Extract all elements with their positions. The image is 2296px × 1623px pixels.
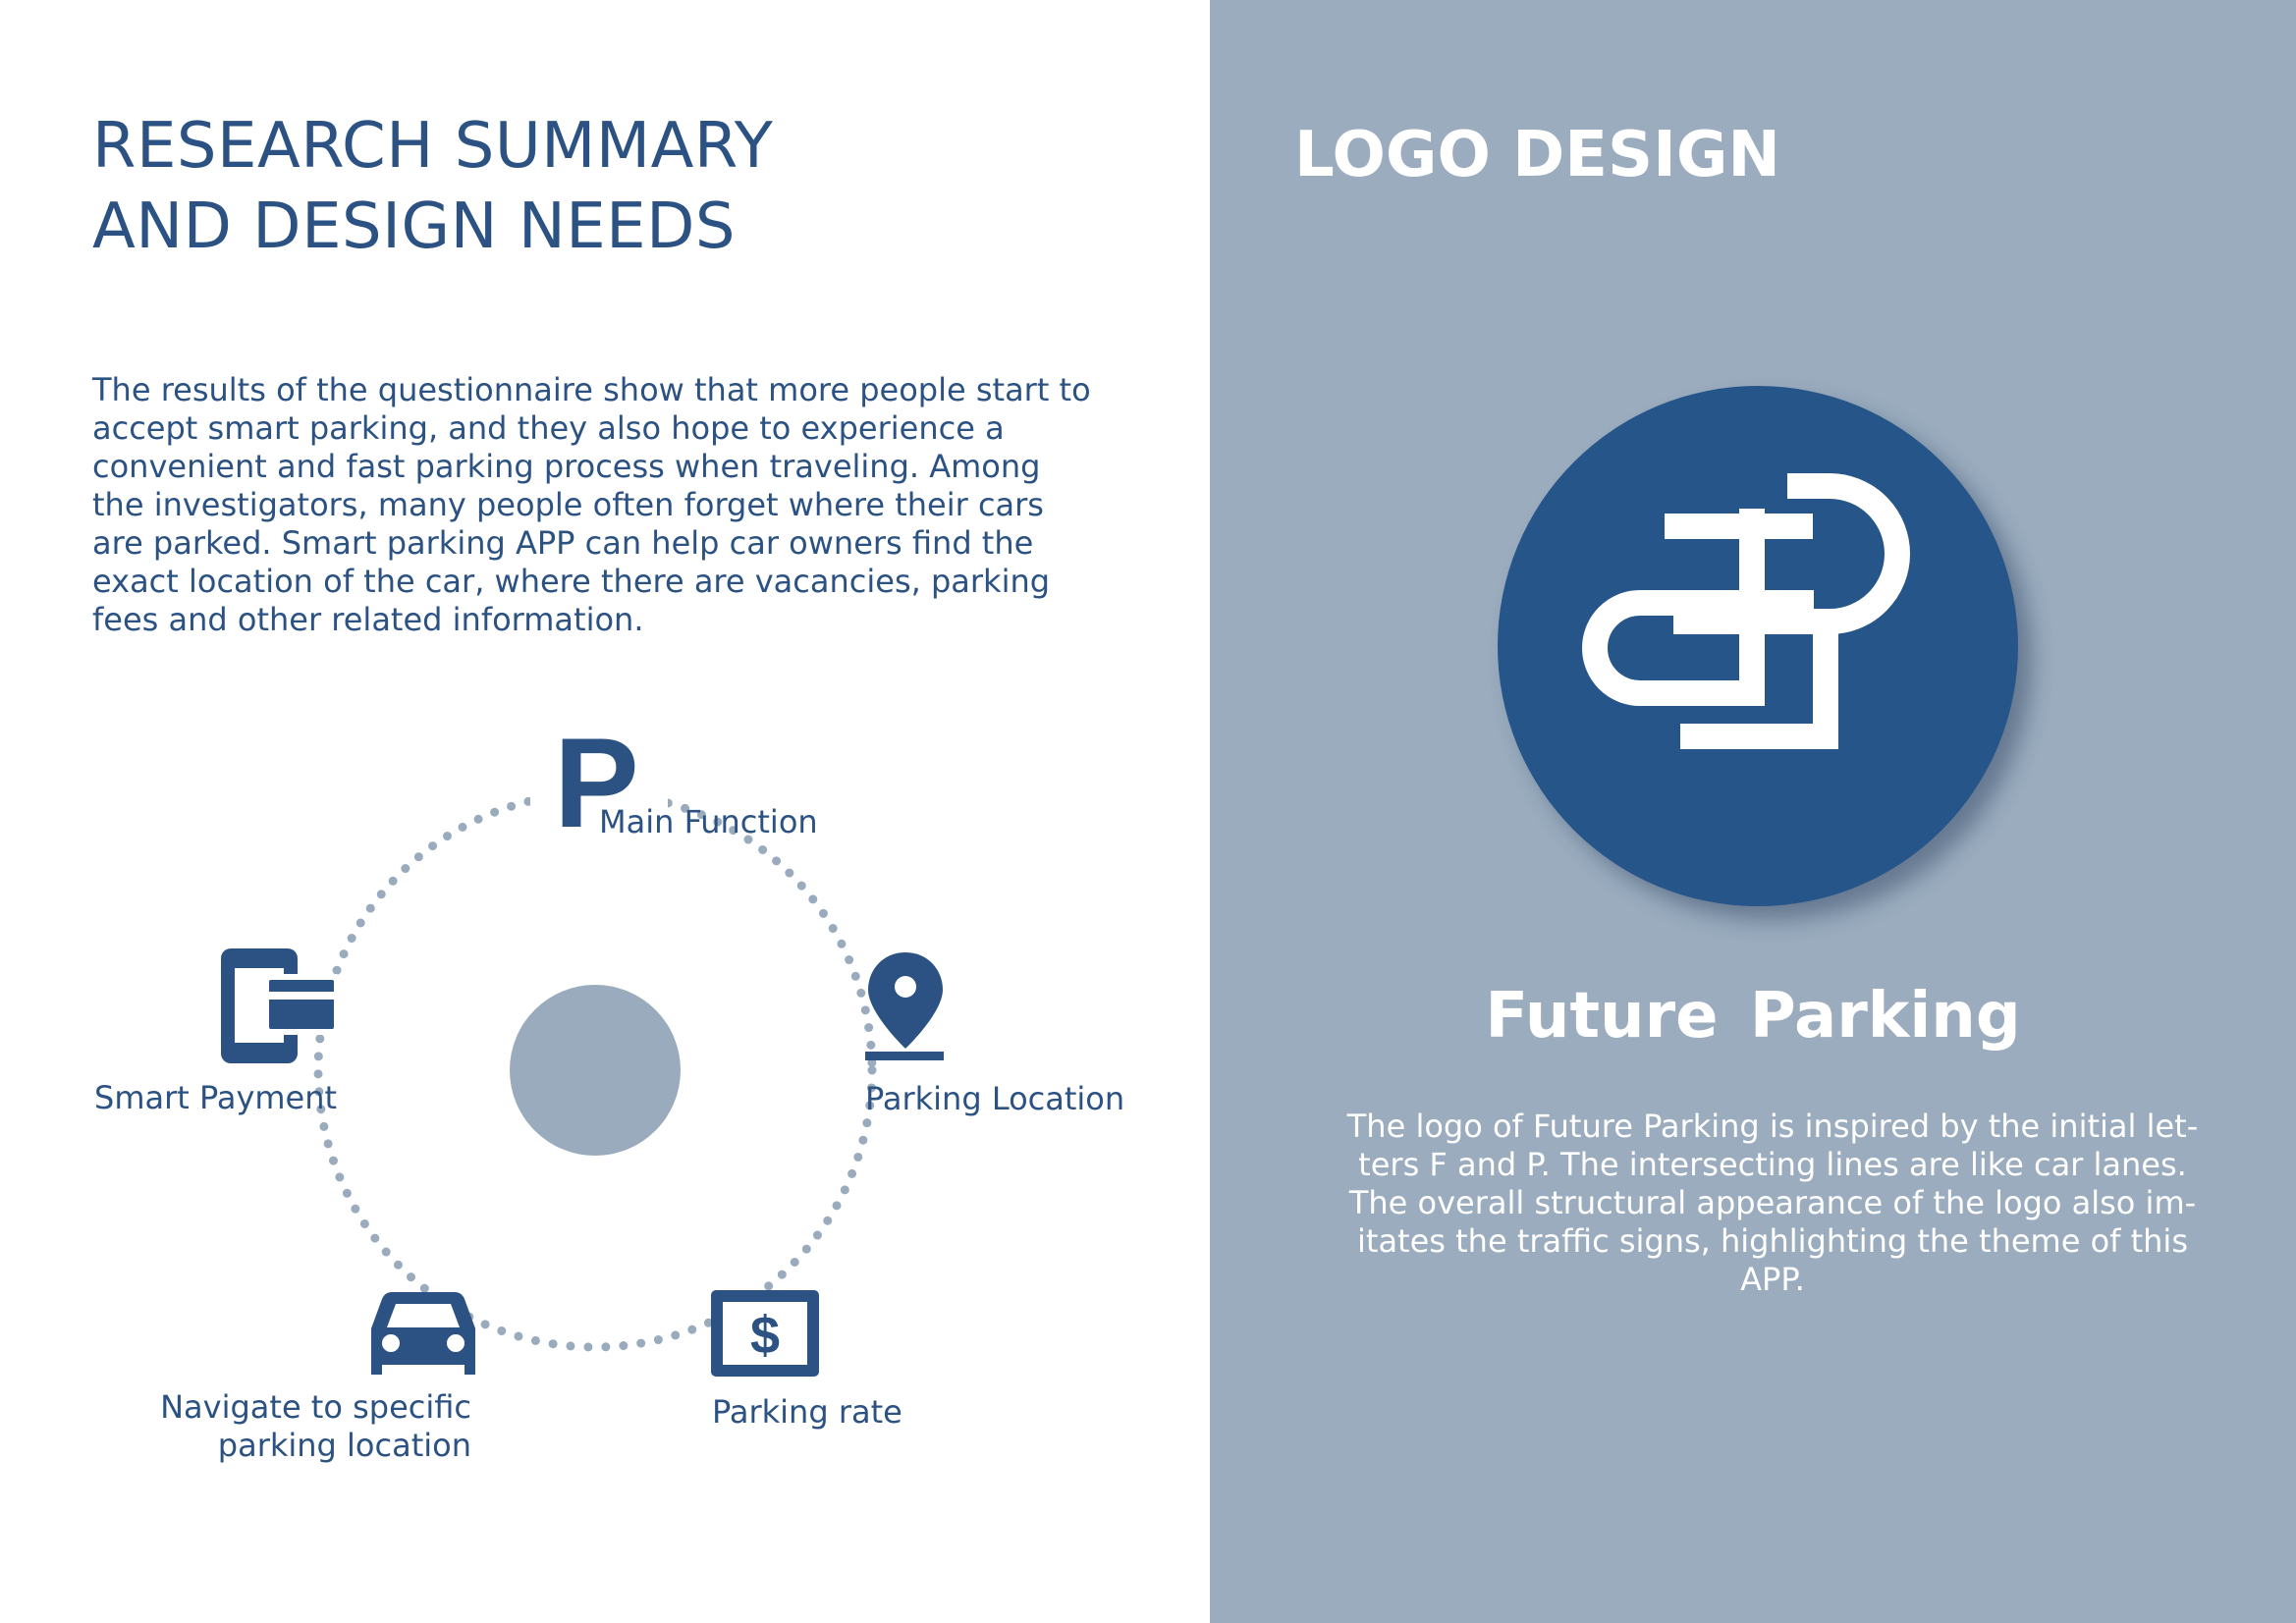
navigate-line-1: Navigate to specific bbox=[160, 1388, 471, 1426]
center-circle bbox=[510, 985, 681, 1156]
text-line: convenient and fast parking process when… bbox=[92, 448, 1041, 485]
text-line: fees and other related information. bbox=[92, 601, 644, 638]
text-line: The results of the questionnaire show th… bbox=[92, 371, 1091, 408]
desc-line: The overall structural appearance of the… bbox=[1348, 1184, 2197, 1221]
research-summary-title: RESEARCH SUMMARY AND DESIGN NEEDS bbox=[92, 106, 976, 267]
text-line: the investigators, many people often for… bbox=[92, 486, 1044, 523]
logo-design-title: LOGO DESIGN bbox=[1294, 119, 1780, 191]
text-line: are parked. Smart parking APP can help c… bbox=[92, 524, 1034, 562]
function-ring-svg: $ bbox=[221, 764, 944, 1377]
phone-card-icon bbox=[221, 948, 340, 1063]
ring-gap-top bbox=[530, 764, 668, 852]
car-icon bbox=[371, 1292, 475, 1375]
parking-location-label: Parking Location bbox=[865, 1080, 1125, 1117]
dollar-sign-icon: $ bbox=[711, 1290, 819, 1377]
desc-line: ters F and P. The intersecting lines are… bbox=[1358, 1146, 2187, 1183]
title-line-1: RESEARCH SUMMARY bbox=[92, 110, 774, 183]
smart-payment-label: Smart Payment bbox=[94, 1079, 338, 1116]
desc-line: itates the traffic signs, highlighting t… bbox=[1357, 1222, 2188, 1260]
logo-description: The logo of Future Parking is inspired b… bbox=[1316, 1108, 2229, 1299]
fp-logo-mark bbox=[1582, 473, 1910, 749]
navigate-line-2: parking location bbox=[217, 1427, 471, 1464]
main-function-diagram: $ P Main Function Parking Location Smart… bbox=[94, 711, 1125, 1465]
brand-name: Future Parking bbox=[1485, 980, 2021, 1053]
text-line: exact location of the car, where there a… bbox=[92, 563, 1051, 600]
desc-line: APP. bbox=[1740, 1261, 1805, 1298]
map-pin-icon bbox=[865, 952, 944, 1060]
main-function-label: Main Function bbox=[599, 803, 818, 840]
parking-rate-label: Parking rate bbox=[712, 1393, 902, 1431]
parking-p-letter: P bbox=[554, 711, 639, 854]
title-line-2: AND DESIGN NEEDS bbox=[92, 190, 736, 263]
svg-text:$: $ bbox=[750, 1306, 780, 1365]
navigate-label: Navigate to specific parking location bbox=[118, 1388, 471, 1465]
desc-line: The logo of Future Parking is inspired b… bbox=[1346, 1108, 2199, 1145]
research-summary-text: The results of the questionnaire show th… bbox=[92, 371, 1094, 639]
text-line: accept smart parking, and they also hope… bbox=[92, 409, 1005, 447]
